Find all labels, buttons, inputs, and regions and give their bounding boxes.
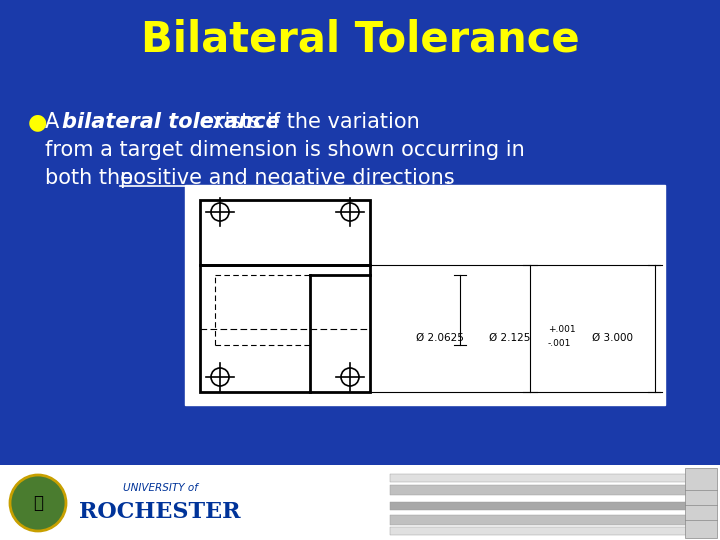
Text: Bilateral Tolerance: Bilateral Tolerance	[140, 19, 580, 61]
Bar	[390, 527, 690, 535]
Text: .: .	[445, 168, 451, 188]
Text: A: A	[45, 112, 66, 132]
Text: exists if the variation: exists if the variation	[193, 112, 420, 132]
Text: Ø 2.0625: Ø 2.0625	[416, 333, 464, 343]
Text: bilateral tolerance: bilateral tolerance	[62, 112, 279, 132]
Bar	[390, 502, 690, 510]
Bar	[390, 485, 690, 495]
Text: 🎓: 🎓	[33, 494, 43, 512]
Bar	[185, 185, 665, 405]
Bar	[200, 265, 370, 392]
Text: positive and negative directions: positive and negative directions	[120, 168, 454, 188]
Text: +.001: +.001	[548, 326, 575, 334]
Bar	[390, 474, 690, 482]
Bar	[390, 515, 690, 525]
Text: Ø 3.000: Ø 3.000	[592, 333, 632, 343]
Bar	[5, 470, 270, 535]
Bar	[0, 465, 720, 540]
Bar	[685, 468, 717, 538]
Text: both the: both the	[45, 168, 140, 188]
Text: -.001: -.001	[548, 339, 572, 348]
Bar	[200, 200, 370, 265]
Text: ROCHESTER: ROCHESTER	[79, 501, 240, 523]
Circle shape	[10, 475, 66, 531]
Text: UNIVERSITY of: UNIVERSITY of	[122, 483, 197, 493]
Text: ●: ●	[28, 112, 48, 132]
Text: from a target dimension is shown occurring in: from a target dimension is shown occurri…	[45, 140, 525, 160]
Text: Ø 2.125: Ø 2.125	[490, 333, 531, 343]
